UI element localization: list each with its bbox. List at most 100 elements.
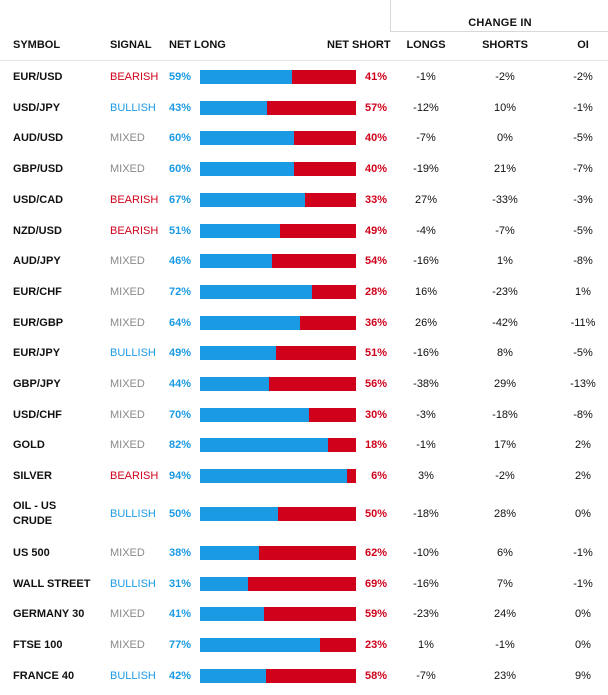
oi-change: -1% <box>573 577 593 590</box>
oi-change: -5% <box>573 347 593 360</box>
net-long-percent: 38% <box>169 546 192 559</box>
net-long-bar-fill <box>200 223 280 238</box>
symbol-cell[interactable]: EUR/USD <box>13 71 63 83</box>
symbol-cell[interactable]: EUR/GBP <box>13 316 64 329</box>
longs-change: -16% <box>413 255 439 268</box>
oi-change: -8% <box>573 408 593 421</box>
header-net-long[interactable]: NET LONG <box>169 39 226 51</box>
header-longs[interactable]: LONGS <box>406 39 446 51</box>
symbol-cell[interactable]: NZD/USD <box>13 224 62 237</box>
net-position-bar <box>200 70 356 84</box>
net-long-bar-fill <box>200 637 321 652</box>
longs-change: -4% <box>416 224 436 237</box>
oi-change: 0% <box>575 608 591 621</box>
net-long-percent: 41% <box>169 608 192 621</box>
net-position-bar <box>200 668 356 683</box>
signal-cell: MIXED <box>110 608 145 621</box>
table-row[interactable]: USD/CHF MIXED 70% 30% -3% -18% -8% <box>0 400 608 430</box>
oi-change: 2% <box>575 439 591 452</box>
header-symbol[interactable]: SYMBOL <box>13 39 61 51</box>
table-row[interactable]: FTSE 100 MIXED 77% 23% 1% -1% 0% <box>0 630 608 660</box>
symbol-cell[interactable]: GBP/JPY <box>13 378 61 390</box>
table-row[interactable]: AUD/USD MIXED 60% 40% -7% 0% -5% <box>0 123 608 153</box>
net-long-percent: 94% <box>169 470 192 483</box>
symbol-cell[interactable]: USD/CHF <box>13 408 62 421</box>
table-row[interactable]: GOLD MIXED 82% 18% -1% 17% 2% <box>0 430 608 460</box>
table-row[interactable]: OIL - US CRUDE BULLISH 50% 50% -18% 28% 0% <box>0 492 608 536</box>
symbol-cell[interactable]: EUR/JPY <box>13 347 61 360</box>
longs-change: -23% <box>413 608 439 621</box>
oi-change: -5% <box>573 224 593 237</box>
net-position-bar <box>200 223 356 238</box>
net-long-percent: 31% <box>169 577 192 590</box>
header-net-short[interactable]: NET SHORT <box>327 39 391 51</box>
symbol-cell[interactable]: US 500 <box>13 546 50 559</box>
table-row[interactable]: GBP/USD MIXED 60% 40% -19% 21% -7% <box>0 154 608 184</box>
symbol-cell[interactable]: AUD/JPY <box>13 255 61 268</box>
net-long-percent: 43% <box>169 101 192 114</box>
table-row[interactable]: EUR/USD BEARISH 59% 41% -1% -2% -2% <box>0 62 608 92</box>
table-row[interactable]: EUR/JPY BULLISH 49% 51% -16% 8% -5% <box>0 338 608 368</box>
net-long-percent: 64% <box>169 316 192 329</box>
signal-cell: BULLISH <box>110 101 156 114</box>
table-row[interactable]: EUR/CHF MIXED 72% 28% 16% -23% 1% <box>0 277 608 307</box>
header-signal[interactable]: SIGNAL <box>110 39 152 51</box>
table-row[interactable]: USD/CAD BEARISH 67% 33% 27% -33% -3% <box>0 185 608 215</box>
symbol-line: CRUDE <box>13 514 53 527</box>
signal-cell: MIXED <box>110 163 145 176</box>
table-row[interactable]: NZD/USD BEARISH 51% 49% -4% -7% -5% <box>0 216 608 246</box>
net-long-bar-fill <box>200 576 249 591</box>
net-long-percent: 67% <box>169 193 192 206</box>
shorts-change: -18% <box>492 408 518 421</box>
table-row[interactable]: GERMANY 30 MIXED 41% 59% -23% 24% 0% <box>0 599 608 629</box>
signal-cell: BEARISH <box>110 193 159 206</box>
net-short-percent: 18% <box>364 439 387 452</box>
net-short-percent: 23% <box>364 638 387 651</box>
table-row[interactable]: EUR/GBP MIXED 64% 36% 26% -42% -11% <box>0 308 608 338</box>
header-oi[interactable]: OI <box>577 39 589 51</box>
shorts-change: -33% <box>492 193 518 206</box>
symbol-cell[interactable]: WALL STREET <box>13 577 91 590</box>
net-short-percent: 28% <box>364 285 387 298</box>
net-long-bar-fill <box>200 315 300 330</box>
table-row[interactable]: US 500 MIXED 38% 62% -10% 6% -1% <box>0 538 608 568</box>
net-short-percent: 33% <box>364 193 387 206</box>
symbol-cell[interactable]: EUR/CHF <box>13 285 62 298</box>
net-long-bar-fill <box>200 192 305 207</box>
shorts-change: 0% <box>497 132 513 145</box>
net-short-percent: 36% <box>364 316 387 329</box>
net-position-bar <box>200 254 356 269</box>
shorts-change: 6% <box>497 546 513 559</box>
net-short-percent: 69% <box>364 577 387 590</box>
net-position-bar <box>200 346 356 361</box>
header-shorts[interactable]: SHORTS <box>482 39 528 51</box>
shorts-change: 8% <box>497 347 513 360</box>
table-row[interactable]: USD/JPY BULLISH 43% 57% -12% 10% -1% <box>0 93 608 123</box>
shorts-change: 28% <box>493 507 517 520</box>
table-row[interactable]: GBP/JPY MIXED 44% 56% -38% 29% -13% <box>0 369 608 399</box>
symbol-cell[interactable]: GBP/USD <box>13 163 64 176</box>
symbol-cell[interactable]: GOLD <box>13 439 45 452</box>
shorts-change: -2% <box>495 470 515 483</box>
signal-cell: BEARISH <box>110 224 159 237</box>
symbol-cell[interactable]: GERMANY 30 <box>13 608 85 621</box>
table-row[interactable]: WALL STREET BULLISH 31% 69% -16% 7% -1% <box>0 569 608 599</box>
oi-change: -2% <box>573 71 593 83</box>
net-long-percent: 77% <box>169 638 192 651</box>
table-row[interactable]: FRANCE 40 BULLISH 42% 58% -7% 23% 9% <box>0 661 608 691</box>
table-row[interactable]: SILVER BEARISH 94% 6% 3% -2% 2% <box>0 461 608 491</box>
symbol-cell[interactable]: SILVER <box>13 470 52 483</box>
symbol-cell[interactable]: AUD/USD <box>13 132 64 145</box>
shorts-change: -7% <box>495 224 515 237</box>
net-short-percent: 50% <box>364 507 387 520</box>
signal-cell: MIXED <box>110 638 145 651</box>
symbol-cell[interactable]: USD/JPY <box>13 101 61 114</box>
table-row[interactable]: AUD/JPY MIXED 46% 54% -16% 1% -8% <box>0 246 608 276</box>
symbol-cell[interactable]: FRANCE 40 <box>13 669 75 682</box>
net-position-bar <box>200 407 356 422</box>
symbol-cell[interactable]: USD/CAD <box>13 193 64 206</box>
oi-change: -1% <box>573 546 593 559</box>
symbol-cell[interactable]: OIL - US CRUDE <box>13 492 56 536</box>
shorts-change: 1% <box>497 255 513 268</box>
symbol-cell[interactable]: FTSE 100 <box>13 638 63 651</box>
